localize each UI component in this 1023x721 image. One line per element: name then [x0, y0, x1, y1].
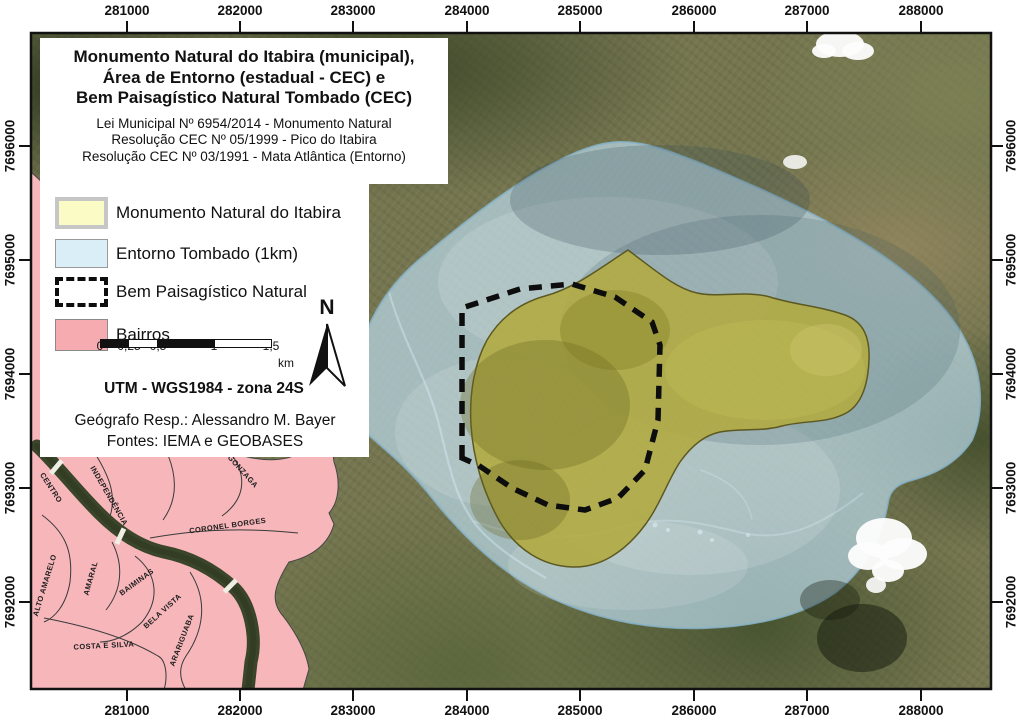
cloud — [783, 155, 807, 169]
north-label: N — [319, 296, 335, 319]
grid-x-label: 288000 — [898, 3, 944, 18]
map-subtitle-line: Lei Municipal Nº 6954/2014 - Monumento N… — [96, 115, 392, 131]
scale-bar-segment — [100, 339, 129, 348]
title-block: Monumento Natural do Itabira (municipal)… — [40, 38, 448, 184]
grid-x-label: 287000 — [784, 3, 830, 18]
map-title-line: Área de Entorno (estadual - CEC) e — [102, 67, 386, 87]
map-frame — [29, 31, 993, 691]
grid-y-label: 7692000 — [1003, 575, 1019, 629]
north-arrow: N — [302, 296, 352, 392]
river-bridges — [48, 458, 239, 594]
grid-y-label: 7693000 — [1003, 461, 1019, 515]
bridge — [114, 527, 127, 546]
cloud — [866, 577, 886, 593]
grid-ticks — [19, 21, 1003, 701]
legend-item-entorno: Entorno Tombado (1km) — [55, 239, 355, 268]
terrain-patch — [470, 460, 570, 540]
credit-sources: Fontes: IEMA e GEOBASES — [106, 433, 304, 450]
bem-paisagistico-outline — [459, 281, 663, 513]
grid-y-label: 7692000 — [2, 575, 18, 629]
scale-unit: km — [278, 356, 294, 370]
grid-x-label: 282000 — [217, 3, 263, 18]
cloud — [842, 42, 874, 60]
cloud — [812, 44, 836, 58]
grid-x-label: 285000 — [557, 3, 603, 18]
grid-y-label: 7694000 — [1003, 347, 1019, 401]
cloud — [872, 560, 904, 582]
river-core — [34, 443, 257, 689]
map-title-line: Bem Paisagístico Natural Tombado (CEC) — [76, 88, 412, 107]
terrain-patch — [665, 320, 865, 420]
legend-item-bem-paisagistico: Bem Paisagístico Natural — [55, 277, 355, 307]
grid-x-label: 285000 — [557, 703, 603, 718]
monumento-swatch — [55, 197, 108, 229]
terrain-patch — [790, 324, 862, 376]
grid-y-label: 7695000 — [1003, 233, 1019, 287]
monumento-texture — [460, 290, 865, 540]
bairro-label-costa-e-silva: COSTA E SILVA — [73, 639, 134, 651]
bridge — [48, 458, 64, 476]
dashed-outline-swatch — [55, 277, 108, 307]
grid-x-label: 284000 — [444, 703, 490, 718]
map-subtitle-line: Resolução CEC Nº 05/1999 - Pico do Itabi… — [111, 132, 377, 147]
projection-label: UTM - WGS1984 - zona 24S — [104, 380, 304, 397]
district-boundary — [43, 617, 167, 689]
district-boundary — [105, 541, 121, 611]
grid-x-label: 283000 — [330, 703, 376, 718]
north-arrow-icon — [309, 323, 346, 387]
grid-x-label: 288000 — [898, 703, 944, 718]
district-boundary — [180, 571, 203, 689]
grid-y-label: 7696000 — [2, 119, 18, 173]
grid-y-label: 7693000 — [2, 461, 18, 515]
district-boundary — [221, 454, 243, 517]
legend-panel: Monumento Natural do Itabira Entorno Tom… — [40, 184, 369, 457]
grid-x-label: 287000 — [784, 703, 830, 718]
scale-bar: 0 0,25 0,5 1 1,5 km — [97, 339, 350, 375]
grid-x-label: 282000 — [217, 703, 263, 718]
credit-author: Geógrafo Resp.: Alessandro M. Bayer — [74, 412, 336, 429]
map-subtitle-line: Resolução CEC Nº 03/1991 - Mata Atlântic… — [82, 148, 406, 164]
bairros-swatch — [55, 319, 108, 351]
grid-x-label: 281000 — [104, 3, 150, 18]
entorno-swatch — [55, 239, 108, 268]
scale-bar-segment — [128, 339, 158, 348]
legend-label: Monumento Natural do Itabira — [116, 203, 341, 222]
grid-x-label: 284000 — [444, 3, 490, 18]
scale-bar-segment — [157, 339, 215, 348]
grid-x-label: 283000 — [330, 3, 376, 18]
cloud-shadow — [817, 604, 907, 672]
monumento-polygon — [469, 249, 870, 568]
district-boundary — [149, 529, 299, 539]
grid-x-label: 281000 — [104, 703, 150, 718]
terrain-patch — [510, 145, 810, 255]
clouds — [783, 33, 927, 593]
map-title-line: Monumento Natural do Itabira (municipal)… — [73, 47, 415, 66]
grid-x-label: 286000 — [671, 3, 717, 18]
scale-bar-segment — [214, 339, 272, 348]
legend-label: Bem Paisagístico Natural — [116, 282, 307, 301]
district-boundaries — [41, 454, 299, 689]
terrain-patch — [560, 290, 670, 370]
district-boundary — [41, 514, 72, 623]
legend-item-monumento: Monumento Natural do Itabira — [55, 197, 355, 229]
bridge — [222, 578, 239, 594]
grid-y-label: 7696000 — [1003, 119, 1019, 173]
grid-y-label: 7695000 — [2, 233, 18, 287]
grid-y-label: 7694000 — [2, 347, 18, 401]
grid-x-label: 286000 — [671, 703, 717, 718]
district-boundary — [162, 454, 175, 521]
cloud-shadow — [800, 580, 860, 620]
district-boundary — [99, 555, 155, 643]
legend-label: Entorno Tombado (1km) — [116, 244, 299, 263]
terrain-patch — [460, 340, 630, 470]
